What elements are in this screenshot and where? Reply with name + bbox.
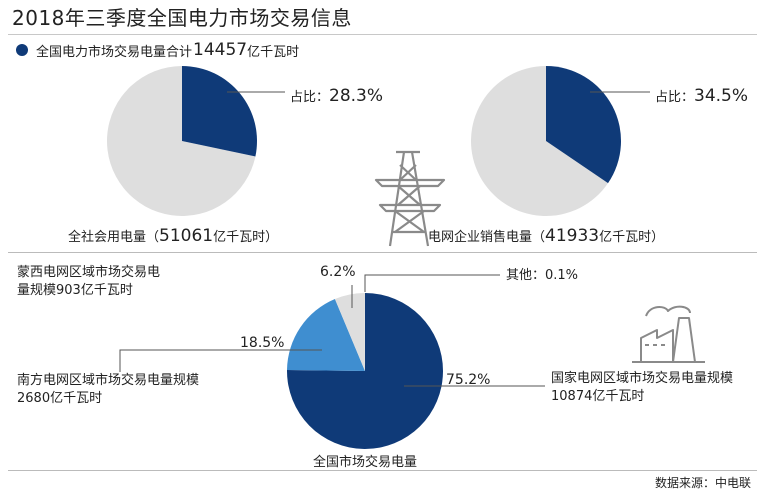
pie-center-label: 全国市场交易电量 [313,454,417,470]
leader-line [119,349,322,372]
slice-label: 量规模903亿千瓦时 [17,283,133,298]
share-text: 占比：28.3% [290,86,383,106]
total-label: 全社会用电量（51061亿千瓦时） [68,226,278,246]
legend-prefix: 全国电力市场交易电量合计 [36,44,193,60]
pie-slice-state-grid [287,293,444,449]
share-text: 占比：34.5% [655,86,748,106]
pct-label: 75.2% [446,372,490,388]
slice-label: 蒙西电网区域市场交易电 [17,264,160,280]
top-divider [8,34,757,35]
slice-label: 南方电网区域市场交易电量规模 [17,372,199,388]
legend-unit: 亿千瓦时 [247,44,300,60]
pie-national-market: 75.2% 国家电网区域市场交易电量规模 10874亿千瓦时 18.5% 南方电… [17,264,733,470]
transmission-tower-icon [374,150,446,247]
total-label: 电网企业销售电量（41933亿千瓦时） [428,226,664,246]
pie-slice-rest [106,65,256,216]
source-note: 数据来源：中电联 [654,476,751,490]
legend-dot-icon [16,44,28,56]
slice-label: 10874亿千瓦时 [551,389,644,404]
power-plant-icon [632,305,705,363]
pct-label: 6.2% [320,264,356,280]
pie-slice-mengxi-grid [334,293,365,371]
page-title: 2018年三季度全国电力市场交易信息 [12,6,352,30]
slice-label: 国家电网区域市场交易电量规模 [551,370,733,386]
legend-total: 14457 [193,40,248,60]
pie-slice-southern-grid [287,299,365,371]
pct-label: 18.5% [240,335,284,351]
pie-slice-market-share [182,66,257,157]
pie-slice-market-share [546,65,622,184]
pie-social-consumption: 占比：28.3% 全社会用电量（51061亿千瓦时） [68,65,383,246]
middle-divider [8,252,757,253]
bottom-divider [8,470,757,471]
pie-grid-sales: 占比：34.5% 电网企业销售电量（41933亿千瓦时） [428,65,748,246]
leader-line [364,274,500,292]
pie-slice-rest [471,66,609,216]
slice-label: 2680亿千瓦时 [17,391,102,406]
slice-label: 其他：0.1% [506,268,578,283]
legend: 全国电力市场交易电量合计 14457 亿千瓦时 [16,40,299,60]
